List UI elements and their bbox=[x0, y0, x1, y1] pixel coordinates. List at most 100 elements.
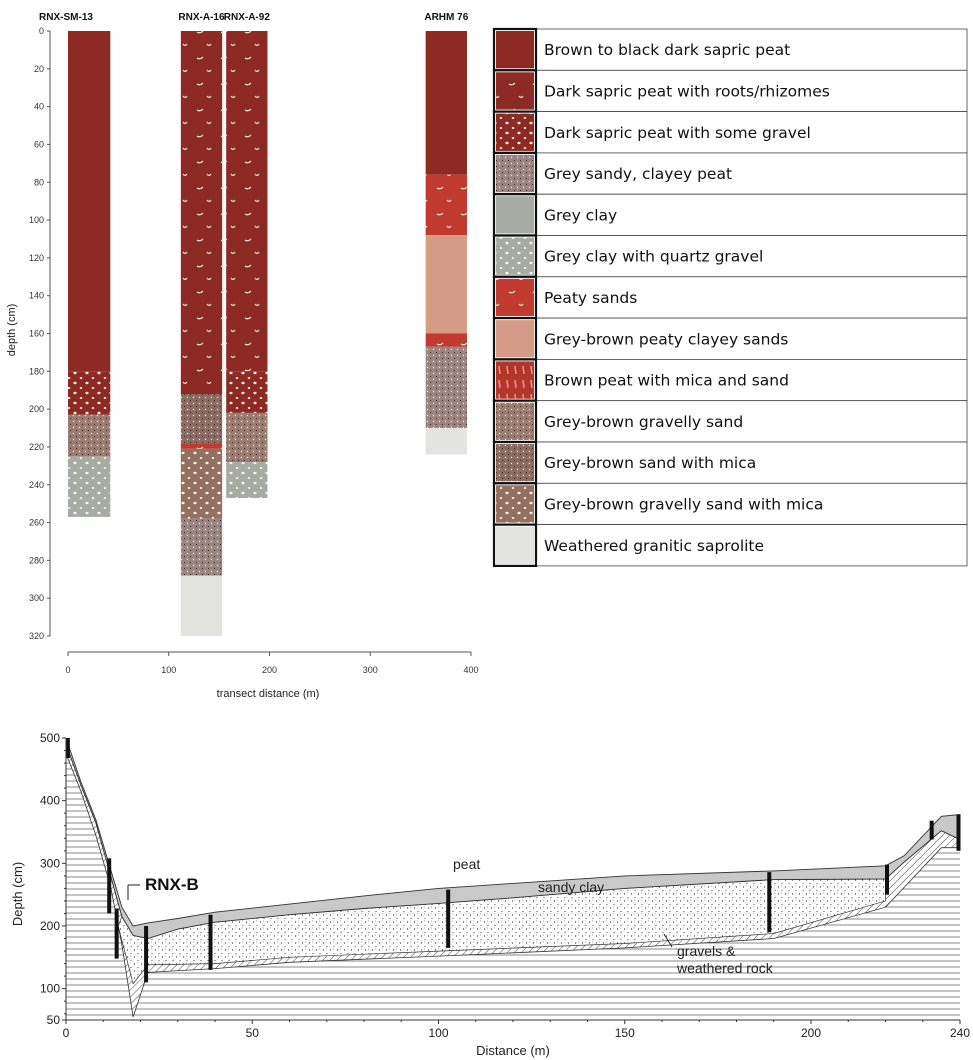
y-tick-label: 220 bbox=[29, 442, 44, 452]
y-tick-label: 60 bbox=[34, 139, 44, 149]
core-layer-pattern bbox=[180, 518, 223, 576]
legend-swatch bbox=[496, 31, 534, 69]
core-title: RNX-A-16 bbox=[178, 12, 225, 23]
legend-label: Dark sapric peat with some gravel bbox=[544, 124, 811, 142]
core-layer bbox=[425, 235, 467, 334]
y-tick-label: 120 bbox=[29, 253, 44, 263]
plot-area: 0 20 40 60 80 100 120 140 160 180 200 220 240 260 280 3… bbox=[29, 12, 479, 675]
legend: Brown to black dark sapric peat Dark sapr… bbox=[492, 27, 968, 567]
core-layer-pattern bbox=[68, 480, 111, 500]
legend-item: Grey clay bbox=[492, 193, 968, 237]
x-tick-label: 50 bbox=[246, 1026, 260, 1040]
core-title: RNX-A-92 bbox=[224, 12, 271, 23]
core-layer-pattern bbox=[68, 456, 111, 481]
core-column bbox=[425, 31, 467, 455]
core-layer-pattern bbox=[425, 346, 467, 429]
core-label: RNX-B bbox=[145, 875, 199, 894]
core-layer bbox=[68, 31, 111, 372]
legend-swatch-pattern bbox=[496, 278, 534, 317]
x-tick-label: 240 bbox=[950, 1026, 970, 1040]
legend-row-box bbox=[493, 235, 968, 278]
x-tick-label: 200 bbox=[801, 1026, 821, 1040]
y-tick-label: 300 bbox=[40, 856, 60, 870]
x-tick-label: 150 bbox=[615, 1026, 635, 1040]
x-axis-title: transect distance (m) bbox=[217, 688, 320, 700]
legend-item: Dark sapric peat with roots/rhizomes bbox=[492, 69, 968, 113]
core-layer-pattern bbox=[226, 412, 268, 463]
core-layer-pattern bbox=[226, 462, 268, 498]
legend-label: Grey-brown gravelly sand bbox=[544, 413, 743, 431]
legend-item: Grey clay with quartz gravel bbox=[492, 234, 968, 278]
legend-swatch-pattern bbox=[496, 361, 534, 399]
legend-row-box bbox=[493, 152, 968, 195]
x-tick-label: 100 bbox=[161, 665, 176, 675]
sandy-clay-label: sandy clay bbox=[538, 879, 604, 895]
legend-label: Grey-brown gravelly sand with mica bbox=[544, 495, 823, 513]
y-tick-label: 280 bbox=[29, 555, 44, 565]
y-tick-label: 500 bbox=[40, 731, 60, 745]
legend-label: Grey clay bbox=[544, 206, 617, 224]
legend-swatch bbox=[496, 196, 534, 234]
core-title: ARHM 76 bbox=[424, 12, 468, 23]
legend-row-box bbox=[493, 524, 968, 567]
y-tick-label: 140 bbox=[29, 291, 44, 301]
legend-row-box bbox=[493, 28, 968, 71]
x-axis-title: Distance (m) bbox=[476, 1043, 550, 1058]
legend-row-box bbox=[493, 276, 968, 319]
legend-item: Grey-brown gravelly sand with mica bbox=[492, 482, 968, 526]
legend-swatch bbox=[496, 320, 534, 358]
legend-item: Grey-brown gravelly sand bbox=[492, 399, 968, 444]
legend-label: Grey clay with quartz gravel bbox=[544, 248, 763, 266]
y-tick-label: 160 bbox=[29, 329, 44, 339]
legend-row-box bbox=[493, 441, 968, 484]
legend-row-box bbox=[493, 482, 968, 525]
legend-swatch-pattern bbox=[496, 444, 534, 482]
core-column bbox=[180, 31, 223, 636]
core-layer-pattern bbox=[425, 333, 467, 347]
core-layer-pattern bbox=[68, 414, 111, 457]
y-tick-label: 200 bbox=[29, 404, 44, 414]
x-tick-label: 0 bbox=[65, 665, 70, 675]
y-tick-label: 400 bbox=[40, 794, 60, 808]
x-tick-label: 0 bbox=[63, 1026, 70, 1040]
core-layer-pattern bbox=[180, 443, 223, 449]
legend-item: Grey-brown peaty clayey sands bbox=[492, 317, 968, 361]
legend-item: Grey-brown sand with mica bbox=[492, 440, 968, 485]
y-tick-label: 320 bbox=[29, 631, 44, 641]
core-layer-pattern bbox=[226, 371, 268, 413]
y-tick-label: 200 bbox=[40, 919, 60, 933]
legend-swatch bbox=[496, 526, 534, 564]
legend-row-box bbox=[493, 358, 968, 402]
legend-label: Dark sapric peat with roots/rhizomes bbox=[544, 82, 830, 100]
legend-row-box bbox=[493, 69, 968, 113]
y-tick-label: 80 bbox=[34, 177, 44, 187]
y-tick-label: 50 bbox=[47, 1013, 61, 1027]
legend-label: Brown peat with mica and sand bbox=[544, 372, 789, 390]
y-tick-label: 180 bbox=[29, 366, 44, 376]
core-column bbox=[68, 31, 111, 517]
core-layer-pattern bbox=[180, 448, 223, 519]
x-tick-label: 100 bbox=[428, 1026, 448, 1040]
core-column bbox=[226, 31, 268, 498]
core-title: RNX-SM-13 bbox=[39, 12, 93, 23]
y-tick-label: 40 bbox=[34, 102, 44, 112]
legend-row-box bbox=[493, 111, 968, 154]
legend-label: Brown to black dark sapric peat bbox=[544, 41, 790, 59]
legend-item: Grey sandy, clayey peat bbox=[492, 151, 968, 196]
gravels-leader bbox=[663, 933, 673, 948]
peat-label: peat bbox=[453, 856, 480, 872]
legend-row-box bbox=[493, 400, 968, 443]
legend-swatch-pattern bbox=[496, 402, 534, 440]
legend-swatch-pattern bbox=[496, 237, 534, 275]
gravels-label-line1: gravels & bbox=[677, 943, 736, 959]
legend-item: Weathered granitic saprolite bbox=[492, 523, 968, 567]
core-layer-pattern bbox=[425, 174, 467, 236]
y-tick-label: 240 bbox=[29, 480, 44, 490]
y-tick-label: 100 bbox=[40, 982, 60, 996]
legend-item: Peaty sands bbox=[492, 275, 968, 320]
legend-item: Brown peat with mica and sand bbox=[492, 358, 968, 402]
y-tick-label: 260 bbox=[29, 518, 44, 528]
core-layer bbox=[425, 428, 467, 455]
